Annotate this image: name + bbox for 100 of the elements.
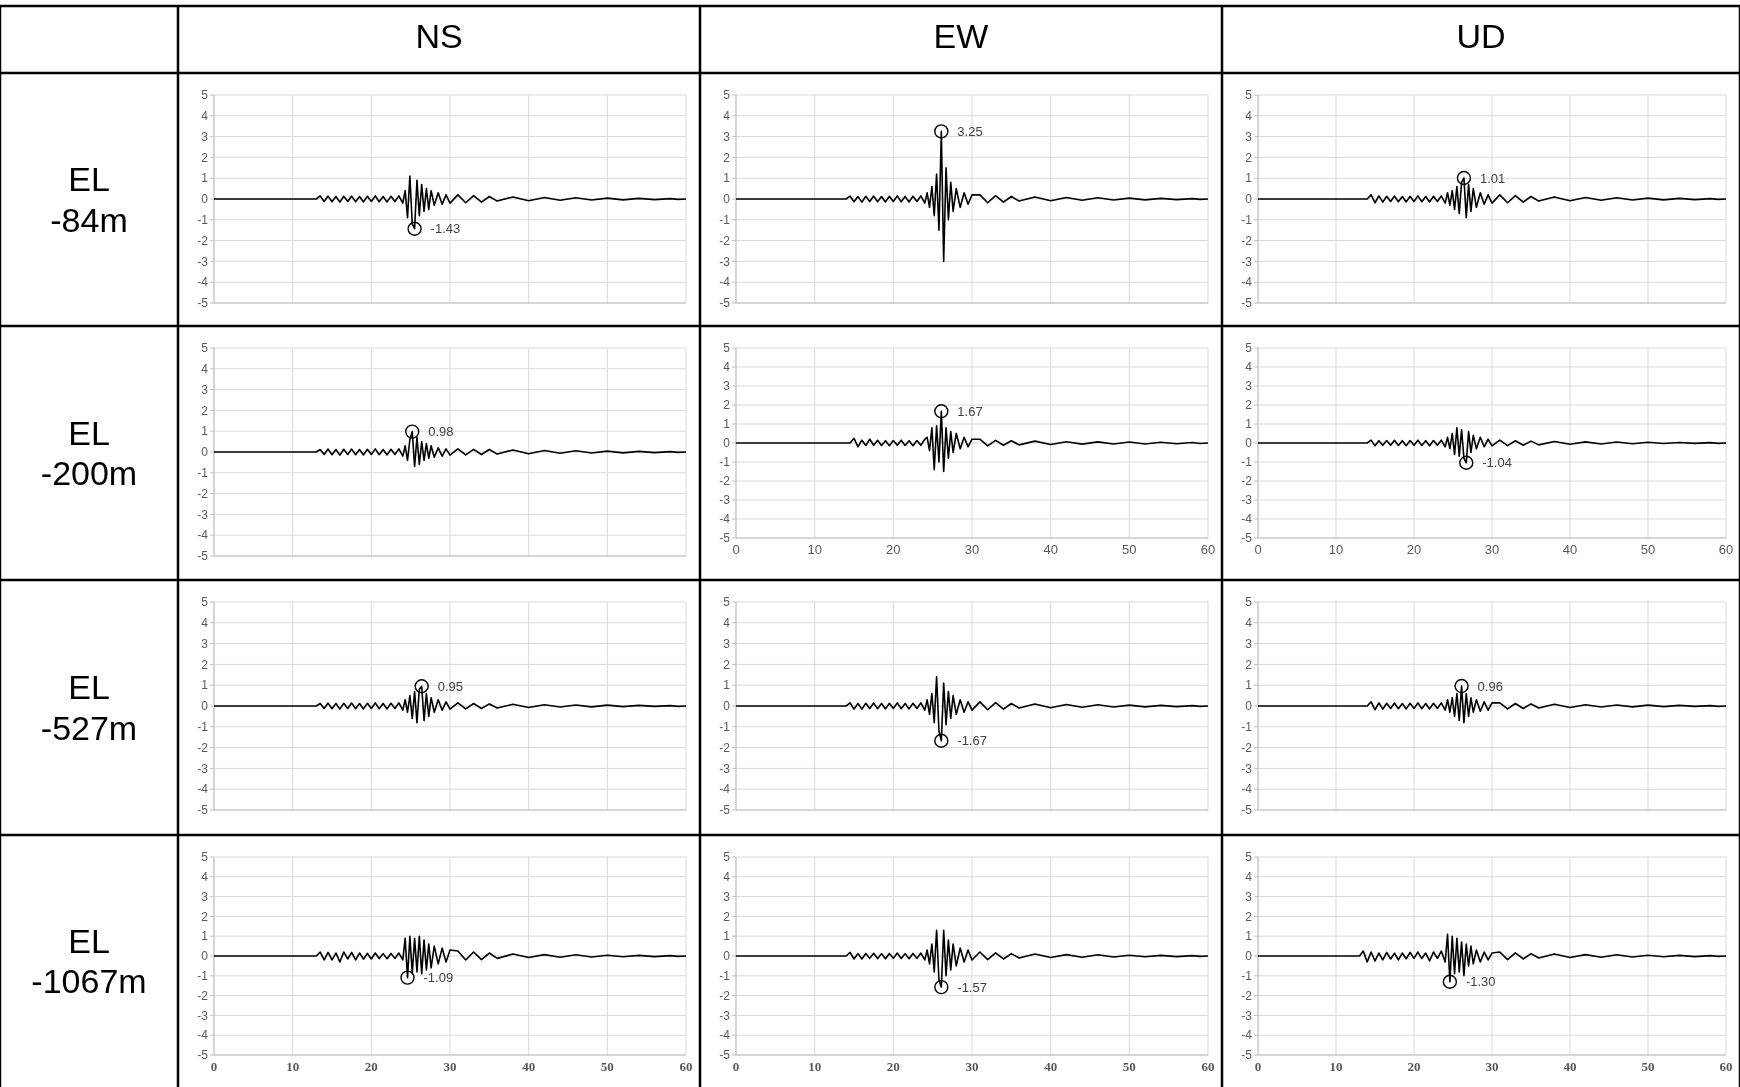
y-tick-label: 3: [201, 382, 209, 397]
y-tick-label: 2: [1245, 657, 1253, 672]
y-tick-label: -3: [197, 254, 209, 269]
y-tick-label: -4: [1241, 1028, 1253, 1043]
y-tick-label: 5: [1245, 88, 1253, 103]
x-tick-label: 40: [1044, 1059, 1058, 1074]
y-tick-label: -4: [197, 1028, 209, 1043]
x-tick-label: 50: [1122, 1059, 1136, 1074]
y-tick-label: -1: [719, 213, 731, 227]
x-tick-label: 20: [1406, 542, 1422, 557]
y-tick-label: -5: [719, 531, 731, 546]
y-tick-label: 1: [1245, 171, 1253, 186]
y-tick-label: 1: [723, 929, 731, 944]
annotation: 1.67: [957, 403, 983, 419]
y-tick-label: 5: [201, 595, 209, 610]
y-tick-label: 4: [1245, 870, 1253, 884]
y-tick-label: 1: [201, 678, 209, 693]
annotation: -1.67: [957, 733, 987, 749]
x-tick-label: 60: [1200, 542, 1216, 557]
y-tick-label: 0: [201, 192, 209, 207]
x-tick-label: 20: [886, 1059, 900, 1074]
y-tick-label: 0: [1245, 949, 1253, 964]
y-tick-label: 3: [723, 889, 731, 904]
y-tick-label: -3: [1241, 761, 1253, 776]
y-tick-label: 4: [723, 870, 731, 884]
y-tick-label: 4: [201, 616, 209, 630]
y-tick-label: -2: [1241, 740, 1253, 755]
y-tick-label: -1: [197, 720, 209, 734]
y-tick-label: 1: [201, 424, 209, 439]
y-tick-label: -3: [719, 761, 731, 776]
y-tick-label: 1: [723, 171, 731, 186]
x-tick-label: 50: [1641, 1059, 1655, 1074]
y-tick-label: -3: [719, 254, 731, 269]
y-tick-label: 4: [201, 362, 209, 376]
y-tick-label: 3: [1245, 129, 1253, 144]
x-tick-label: 60: [1718, 542, 1734, 557]
y-tick-label: 0: [723, 436, 731, 451]
y-tick-label: -5: [1241, 531, 1253, 546]
y-tick-label: -4: [197, 275, 209, 290]
x-tick-label: 40: [1562, 542, 1578, 557]
y-tick-label: -3: [197, 507, 209, 522]
x-tick-label: 50: [1640, 542, 1656, 557]
y-tick-label: 0: [1245, 436, 1253, 451]
y-tick-label: 2: [201, 657, 209, 672]
x-tick-label: 30: [964, 542, 980, 557]
y-tick-label: 4: [723, 616, 731, 630]
y-tick-label: 0: [1245, 192, 1253, 207]
y-tick-label: -5: [197, 803, 209, 818]
x-tick-label: 10: [808, 1059, 822, 1074]
y-tick-label: 3: [201, 129, 209, 144]
y-tick-label: 2: [723, 398, 731, 413]
annotation: -1.09: [423, 970, 454, 986]
y-tick-label: 3: [723, 636, 731, 651]
x-tick-label: 20: [1407, 1059, 1421, 1074]
y-tick-label: 5: [723, 595, 731, 610]
y-tick-label: 5: [1245, 850, 1253, 865]
x-tick-label: 10: [1328, 542, 1344, 557]
y-tick-label: 1: [723, 417, 731, 432]
y-tick-label: -5: [1241, 803, 1253, 818]
y-tick-label: -5: [1241, 1048, 1253, 1063]
y-tick-label: 3: [201, 889, 209, 904]
chart-title: NS: [415, 17, 463, 56]
x-tick-label: 30: [1485, 1059, 1499, 1074]
y-tick-label: 2: [1245, 398, 1253, 413]
y-tick-label: 4: [1245, 360, 1253, 375]
y-tick-label: 3: [723, 129, 731, 144]
y-tick-label: 0: [1245, 699, 1253, 714]
y-tick-label: 0: [201, 445, 209, 460]
x-tick-label: 10: [286, 1059, 300, 1074]
x-tick-label: 30: [443, 1059, 457, 1074]
annotation: -1.30: [1465, 974, 1496, 990]
x-tick-label: 10: [807, 542, 822, 557]
y-axis-title: EL -1067m: [31, 921, 147, 1001]
y-tick-label: 1: [1245, 417, 1253, 432]
y-tick-label: -2: [719, 988, 731, 1003]
y-axis-title: EL -200m: [40, 413, 138, 493]
y-tick-label: 1: [201, 929, 209, 944]
y-axis-title: EL -84m: [50, 160, 128, 239]
y-tick-label: -2: [197, 233, 209, 248]
y-tick-label: 3: [1245, 636, 1253, 651]
y-tick-label: 4: [723, 109, 731, 123]
annotation: 3.25: [957, 123, 983, 139]
x-tick-label: 40: [1563, 1059, 1577, 1074]
y-tick-label: -1: [1241, 213, 1253, 227]
y-tick-label: 2: [201, 150, 209, 165]
y-tick-label: -2: [197, 486, 209, 501]
y-tick-label: 2: [723, 657, 731, 672]
y-tick-label: 5: [723, 850, 731, 865]
y-tick-label: -5: [719, 1048, 731, 1063]
y-tick-label: -1: [1241, 455, 1253, 470]
y-tick-label: -1: [719, 969, 731, 983]
y-tick-label: -1: [719, 720, 731, 734]
y-tick-label: 4: [723, 360, 731, 375]
x-tick-label: 20: [886, 542, 901, 557]
y-tick-label: 5: [1245, 341, 1253, 356]
y-tick-label: -4: [719, 1028, 731, 1043]
y-tick-label: 2: [1245, 150, 1253, 165]
x-tick-label: 40: [1043, 542, 1058, 557]
y-tick-label: 5: [723, 341, 731, 356]
y-tick-label: 5: [201, 88, 209, 103]
